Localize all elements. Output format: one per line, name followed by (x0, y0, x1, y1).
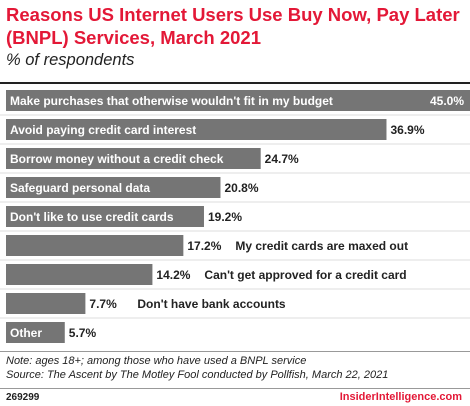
bar (6, 90, 470, 111)
chart-id: 269299 (6, 392, 40, 403)
bar (6, 322, 65, 343)
chart-subtitle: % of respondents (6, 51, 135, 69)
category-label: My credit cards are maxed out (235, 239, 408, 253)
category-label: Don't like to use credit cards (10, 210, 174, 224)
brand-logo: InsiderIntelligence.com (339, 391, 462, 403)
category-label: Can't get approved for a credit card (204, 268, 406, 282)
bar (6, 293, 86, 314)
category-label: Make purchases that otherwise wouldn't f… (10, 94, 333, 108)
bar (6, 119, 387, 140)
category-label: Avoid paying credit card interest (10, 123, 196, 137)
value-label: 24.7% (265, 152, 299, 166)
chart-title: Reasons US Internet Users Use Buy Now, P… (6, 4, 460, 48)
notes-divider (0, 351, 470, 352)
value-label: 7.7% (89, 297, 117, 311)
bar (6, 148, 261, 169)
note-text: Note: ages 18+; among those who have use… (6, 355, 307, 367)
title-divider (0, 82, 470, 84)
value-label: 5.7% (69, 326, 97, 340)
footer-divider (0, 388, 470, 389)
category-label: Don't have bank accounts (137, 297, 286, 311)
value-label: 20.8% (224, 181, 258, 195)
category-label: Borrow money without a credit check (10, 152, 224, 166)
bar (6, 177, 221, 198)
category-label: Other (10, 326, 42, 340)
value-label: 17.2% (187, 239, 221, 253)
category-label: Safeguard personal data (10, 181, 150, 195)
bar (6, 264, 153, 285)
value-label: 14.2% (156, 268, 190, 282)
bar (6, 206, 204, 227)
bar (6, 235, 184, 256)
bar-chart: 45.0% Make purchases that otherwise would… (0, 90, 470, 343)
value-label: 19.2% (208, 210, 242, 224)
value-label: 36.9% (390, 123, 424, 137)
source-text: Source: The Ascent by The Motley Fool co… (6, 369, 389, 381)
value-label: 45.0% (430, 94, 464, 108)
